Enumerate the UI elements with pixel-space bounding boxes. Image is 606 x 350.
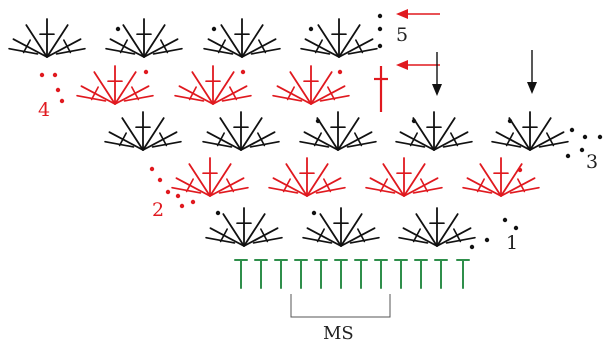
chain-dot-icon [582,134,588,140]
treble-stitch-icon [434,259,448,289]
arrow-icon [396,60,440,70]
fan-shell-icon [462,157,540,197]
fan-shell-icon [272,65,350,105]
chain-dot-icon [517,167,523,173]
chain-dot-icon [39,72,45,78]
chain-dot-icon [59,98,65,104]
chain-dot-icon [502,217,508,223]
fan-shell-icon [205,207,283,247]
fan-shell-icon [174,65,252,105]
chain-dot-icon [211,26,217,32]
chain-dot-icon [377,43,383,49]
fan-shell-icon [202,111,280,151]
chain-dot-icon [308,26,314,32]
chain-dot-icon [143,69,149,75]
treble-stitch-icon [254,259,268,289]
chain-dots-layer [39,13,603,250]
chain-dot-icon [337,69,343,75]
fan-shell-icon [302,207,380,247]
pattern-repeat-label: MS [323,323,354,344]
row-label-5: 5 [396,24,408,46]
chain-dot-icon [579,147,585,153]
fan-shell-icon [395,111,473,151]
treble-stitch-icon [274,259,288,289]
fan-shell-icon [491,111,569,151]
row-label-2: 2 [152,199,164,221]
chain-dot-icon [569,127,575,133]
fan-shell-icon [76,65,154,105]
treble-stitch-icon [234,259,248,289]
chain-dot-icon [165,189,171,195]
treble-stitch-icon [314,259,328,289]
chain-dot-icon [565,153,571,159]
fan-shell-icon [104,111,182,151]
chain-dot-icon [311,210,317,216]
chain-dot-icon [149,166,155,172]
row-label-4: 4 [38,99,50,121]
arrow-icon [432,52,442,96]
treble-stitch-icon [294,259,308,289]
chain-dot-icon [52,72,58,78]
chain-dot-icon [469,244,475,250]
fan-shell-icon [299,111,377,151]
chain-dot-icon [55,87,61,93]
arrow-icon [527,50,537,94]
chain-dot-icon [175,193,181,199]
shells-layer [8,18,569,247]
fan-shell-icon [365,157,443,197]
fan-shell-icon [171,157,249,197]
foundation-row [234,259,470,289]
chain-dot-icon [115,26,121,32]
chain-dot-icon [315,118,321,124]
chain-dot-icon [377,26,383,32]
chain-dot-icon [507,118,513,124]
chain-dot-icon [157,177,163,183]
treble-stitch-icon [456,259,470,289]
fan-shell-icon [268,157,346,197]
chain-dot-icon [411,118,417,124]
fan-shell-icon [203,18,281,58]
chain-dot-icon [179,203,185,209]
treble-stitch-icon [374,259,388,289]
row-label-3: 3 [586,151,598,173]
arrow-icon [396,9,440,19]
chain-dot-icon [377,13,383,19]
pattern-repeat-bracket [290,294,391,318]
chain-dot-icon [240,69,246,75]
chain-dot-icon [215,210,221,216]
row-label-1: 1 [506,232,518,254]
treble-stitch-icon [354,259,368,289]
chain-dot-icon [484,237,490,243]
treble-stitch-icon [414,259,428,289]
chain-dot-icon [190,199,196,205]
fan-shell-icon [398,207,476,247]
treble-stitch-icon [334,259,348,289]
fan-shell-icon [8,18,86,58]
fan-shell-icon [300,18,378,58]
fan-shell-icon [105,18,183,58]
chain-dot-icon [597,134,603,140]
chain-dot-icon [513,225,519,231]
treble-stitch-icon [394,259,408,289]
